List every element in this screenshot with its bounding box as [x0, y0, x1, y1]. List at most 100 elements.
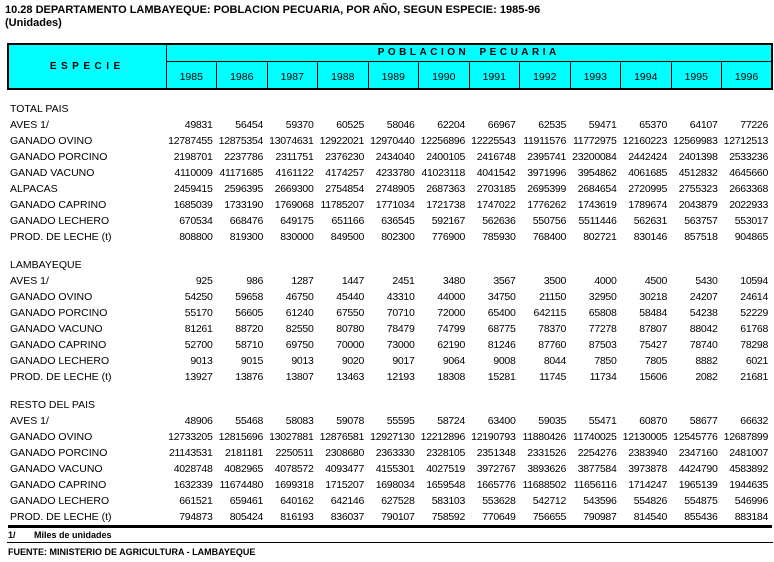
value-cell: 55471 [588, 415, 617, 427]
value-cell: 640162 [280, 495, 314, 507]
section-title: TOTAL PAIS [10, 103, 69, 115]
value-cell: 48906 [184, 415, 213, 427]
spacer-cell [8, 385, 772, 397]
value-cell: 4583892 [729, 463, 768, 475]
value-cell: 849500 [330, 231, 365, 243]
value-cell: 15606 [639, 371, 667, 383]
table-row: GANADO PORCINO 21143531 2181181 2250511 2308… [8, 445, 772, 461]
value-cell: 13027881 [269, 431, 314, 443]
value-cell: 59078 [336, 415, 364, 427]
value-cell: 814540 [633, 511, 668, 523]
value-cell: 21143531 [168, 447, 213, 459]
value-cell: 65400 [487, 307, 516, 319]
value-cell: 554875 [684, 495, 718, 507]
value-cell: 2596395 [224, 183, 263, 195]
value-cell: 58484 [639, 307, 667, 319]
value-cell: 59471 [588, 119, 617, 131]
value-cell: 857518 [684, 231, 718, 243]
table-row: AVES 1/48906 55468 58083 59078 55595 58724 634… [8, 413, 772, 429]
value-cell: 2395741 [527, 151, 566, 163]
value-cell: 60525 [336, 119, 364, 131]
value-cell: 776900 [431, 231, 466, 243]
value-cell: 4000 [594, 275, 617, 287]
species-label: GANADO CAPRINO [10, 479, 107, 491]
value-cell: 4093477 [325, 463, 364, 475]
value-cell: 6021 [745, 355, 768, 367]
value-cell: 30218 [639, 291, 667, 303]
value-cell: 32950 [588, 291, 617, 303]
value-cell: 4174257 [325, 167, 364, 179]
value-cell: 74799 [437, 323, 465, 335]
value-cell: 1965139 [678, 479, 718, 491]
value-cell: 627528 [381, 495, 415, 507]
value-cell: 4078572 [274, 463, 314, 475]
poblacion-pecuaria-header: POBLACION PECUARIA [165, 43, 773, 62]
value-cell: 58083 [285, 415, 314, 427]
value-cell: 583103 [431, 495, 466, 507]
value-cell: 11656116 [573, 479, 617, 491]
value-cell: 636545 [381, 215, 415, 227]
value-cell: 43310 [386, 291, 415, 303]
value-cell: 70000 [336, 339, 364, 351]
species-label: GANADO LECHERO [10, 215, 110, 227]
table-row: GANADO OVINO 54250 59658 46750 45440 43310 440… [8, 289, 772, 305]
value-cell: 2254276 [577, 447, 617, 459]
value-cell: 768400 [532, 231, 567, 243]
table-row: GANADO LECHERO 9013 9015 9013 9020 9017 9064 90… [8, 353, 772, 369]
value-cell: 55595 [386, 415, 415, 427]
value-cell: 816193 [280, 511, 314, 523]
value-cell: 790987 [583, 511, 617, 523]
value-cell: 2416748 [476, 151, 516, 163]
value-cell: 12733205 [168, 431, 213, 443]
footer-divider [7, 542, 773, 543]
value-cell: 855436 [684, 511, 718, 523]
value-cell: 12225543 [471, 135, 516, 147]
species-label: AVES 1/ [10, 415, 49, 427]
value-cell: 10594 [740, 275, 768, 287]
value-cell: 12712513 [723, 135, 769, 147]
value-cell: 3877584 [577, 463, 617, 475]
table-row: GANAD VACUNO 4110009 41171685 4161122 417425… [8, 165, 772, 181]
year-header-1988: 1988 [317, 60, 369, 90]
value-cell: 1771034 [375, 199, 415, 211]
value-cell: 12569983 [673, 135, 718, 147]
value-cell: 925 [195, 275, 213, 287]
value-cell: 2043879 [678, 199, 718, 211]
value-cell: 2459415 [173, 183, 213, 195]
spacer-cell [8, 245, 772, 257]
value-cell: 2401398 [678, 151, 718, 163]
value-cell: 63400 [487, 415, 516, 427]
value-cell: 34750 [487, 291, 516, 303]
value-cell: 3971996 [527, 167, 566, 179]
table-row: GANADO CAPRINO 1685039 1733190 1769068 11785… [8, 197, 772, 213]
value-cell: 756655 [532, 511, 567, 523]
value-cell: 2533236 [729, 151, 768, 163]
value-cell: 66632 [740, 415, 768, 427]
value-cell: 2669300 [274, 183, 314, 195]
value-cell: 2684654 [577, 183, 617, 195]
value-cell: 546996 [734, 495, 769, 507]
value-cell: 11785207 [320, 199, 364, 211]
species-label: ALPACAS [10, 183, 58, 195]
footnote-marker: 1/ [8, 530, 16, 540]
value-cell: 1714247 [628, 479, 667, 491]
value-cell: 794873 [179, 511, 213, 523]
table-header: ESPECIE POBLACION PECUARIA 1985 1986 1987 1… [7, 43, 773, 90]
value-cell: 56454 [235, 119, 263, 131]
value-cell: 78298 [740, 339, 768, 351]
year-header-1990: 1990 [418, 60, 470, 90]
year-header-1985: 1985 [165, 60, 217, 90]
value-cell: 642146 [330, 495, 365, 507]
value-cell: 2363330 [375, 447, 415, 459]
value-cell: 9020 [341, 355, 364, 367]
value-cell: 9064 [442, 355, 465, 367]
table-row: PROD. DE LECHE (t) 13927 13876 13807 13463 12… [8, 369, 772, 385]
value-cell: 649175 [280, 215, 314, 227]
value-cell: 562631 [633, 215, 668, 227]
value-cell: 3480 [442, 275, 465, 287]
value-cell: 67550 [336, 307, 364, 319]
section-spacer [8, 385, 772, 397]
value-cell: 12922021 [319, 135, 365, 147]
value-cell: 883184 [734, 511, 769, 523]
value-cell: 2311751 [275, 151, 314, 163]
